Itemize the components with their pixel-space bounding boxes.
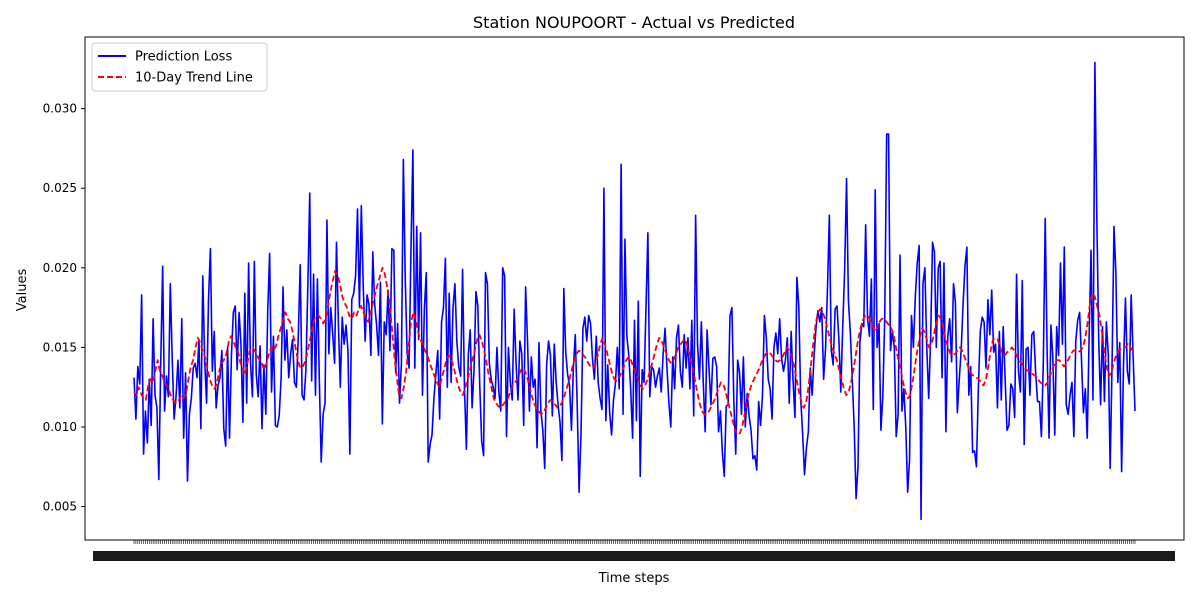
plot-area: 0.005 0.010 0.015 0.020 0.025 0.030 xyxy=(43,36,1185,561)
legend-label-prediction-loss: Prediction Loss xyxy=(135,50,232,65)
y-tick-label: 0.010 xyxy=(43,420,77,434)
legend: Prediction Loss 10-Day Trend Line xyxy=(91,42,268,92)
legend-box xyxy=(91,42,268,92)
series-line-trend-line xyxy=(133,266,1136,436)
x-tick-labels-overlap xyxy=(93,551,1175,561)
series-line-prediction-loss xyxy=(133,61,1136,521)
y-tick-label: 0.025 xyxy=(43,181,77,195)
y-tick-label: 0.005 xyxy=(43,500,77,514)
chart-title: Station NOUPOORT - Actual vs Predicted xyxy=(473,13,795,32)
x-tick-marks xyxy=(133,540,1136,544)
series-layer xyxy=(133,61,1136,521)
y-tick-label: 0.030 xyxy=(43,102,77,116)
y-axis-label: Values xyxy=(15,269,30,312)
y-axis-ticks: 0.005 0.010 0.015 0.020 0.025 0.030 xyxy=(43,102,85,514)
plot-frame xyxy=(84,36,1185,541)
x-axis-label: Time steps xyxy=(598,571,670,586)
legend-label-trend-line: 10-Day Trend Line xyxy=(135,71,253,86)
y-tick-label: 0.020 xyxy=(43,261,77,275)
x-axis-ticks xyxy=(93,540,1175,561)
y-tick-label: 0.015 xyxy=(43,340,77,354)
